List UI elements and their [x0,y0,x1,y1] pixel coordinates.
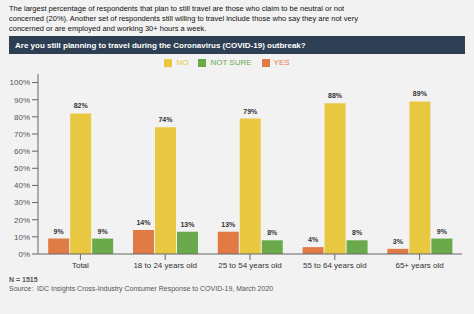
svg-text:65+ years old: 65+ years old [395,261,443,270]
svg-text:4%: 4% [308,236,319,243]
svg-text:74%: 74% [158,116,173,123]
svg-text:30%: 30% [14,199,30,208]
svg-text:9%: 9% [54,228,65,235]
html-text:Are you still planning to trav: Are you still planning to travel during … [15,40,306,50]
svg-text:50%: 50% [14,164,30,173]
html-text:The largest percentage of resp: The largest percentage of respondents th… [9,4,358,33]
svg-text:100%: 100% [10,79,30,88]
html-text:YES: YES [273,58,290,68]
svg-text:88%: 88% [328,92,343,99]
svg-text:14%: 14% [136,219,151,226]
html-text:Source: IDC Insights Cross-Ind: Source: IDC Insights Cross-Industry Cons… [9,285,274,293]
svg-text:10%: 10% [14,233,30,242]
svg-text:8%: 8% [352,230,363,237]
svg-text:80%: 80% [14,113,30,122]
svg-text:25 to 54 years old: 25 to 54 years old [218,261,282,270]
svg-text:79%: 79% [243,108,258,115]
svg-text:8%: 8% [267,230,278,237]
svg-text:60%: 60% [14,147,30,156]
svg-text:82%: 82% [74,103,89,110]
svg-text:9%: 9% [437,228,448,235]
svg-text:9%: 9% [98,228,109,235]
svg-text:70%: 70% [14,130,30,139]
svg-text:89%: 89% [413,91,428,98]
svg-text:55 to 64 years old: 55 to 64 years old [303,261,367,270]
svg-text:13%: 13% [180,221,195,228]
html-text:NOT SURE: NOT SURE [210,58,252,68]
svg-text:13%: 13% [221,221,236,228]
svg-text:18 to 24 years old: 18 to 24 years old [133,261,197,270]
html-text:N = 1515: N = 1515 [9,276,38,284]
svg-text:Total: Total [72,261,89,270]
svg-text:20%: 20% [14,216,30,225]
html-text:NO: NO [176,58,189,68]
svg-text:40%: 40% [14,182,30,191]
svg-text:3%: 3% [393,238,404,245]
svg-text:90%: 90% [14,96,30,105]
svg-text:0%: 0% [18,250,30,259]
